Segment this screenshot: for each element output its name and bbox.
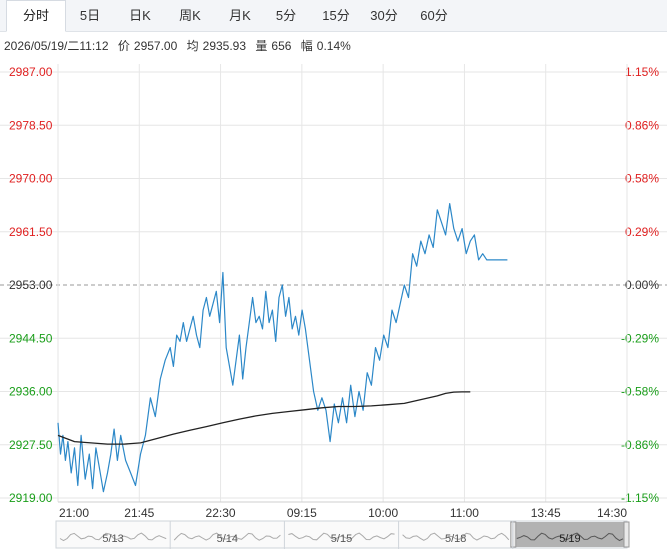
navigator-thumbnail-line bbox=[402, 532, 510, 541]
navigator-thumbnail-line bbox=[288, 532, 395, 541]
quote-datetime: 2026/05/19/二11:12 bbox=[4, 39, 109, 53]
volume-value: 656 bbox=[271, 39, 292, 53]
y-tick-label: 2961.50 bbox=[9, 225, 53, 239]
x-tick-label: 09:15 bbox=[287, 506, 317, 520]
tab-3[interactable]: 日K bbox=[129, 8, 151, 23]
pct-tick-label: -0.29% bbox=[621, 331, 659, 345]
tab-6[interactable]: 5分 bbox=[275, 8, 297, 23]
price-label: 价 bbox=[117, 39, 130, 53]
tab-8[interactable]: 30分 bbox=[370, 8, 398, 23]
y-tick-label: 2978.50 bbox=[9, 118, 53, 132]
tab-9[interactable]: 60分 bbox=[420, 8, 448, 23]
avg-line bbox=[57, 391, 471, 445]
pct-tick-label: -1.15% bbox=[621, 491, 659, 505]
y-tick-label: 2944.50 bbox=[9, 331, 53, 345]
pct-tick-label: 1.15% bbox=[625, 65, 659, 79]
x-tick-label: 22:30 bbox=[206, 506, 236, 520]
navigator-thumbnail-line bbox=[59, 532, 167, 542]
x-tick-label: 11:00 bbox=[450, 506, 479, 520]
navigator-selection[interactable] bbox=[514, 522, 625, 547]
pct-tick-label: -0.58% bbox=[621, 385, 659, 399]
tab-5[interactable]: 月K bbox=[229, 8, 251, 23]
navigator-thumbnail-line bbox=[173, 532, 281, 541]
price-value: 2957.00 bbox=[133, 39, 178, 53]
y-tick-label: 2927.50 bbox=[9, 438, 53, 452]
x-tick-label: 21:00 bbox=[59, 506, 89, 520]
x-tick-label: 21:45 bbox=[124, 506, 154, 520]
navigator-date-label: 5/19 bbox=[559, 533, 580, 545]
y-tick-label: 2919.00 bbox=[9, 491, 53, 505]
tab-4[interactable]: 周K bbox=[179, 8, 201, 23]
navigator-date-label: 5/15 bbox=[331, 533, 352, 545]
pct-tick-label: 0.29% bbox=[625, 225, 659, 239]
price-line bbox=[57, 203, 508, 493]
pct-tick-label: 0.86% bbox=[625, 118, 659, 132]
navigator-date-label: 5/14 bbox=[217, 533, 238, 545]
period-tabbar: 分时 5日 日K 周K 月K 5分 15分 30分 60分 bbox=[0, 0, 667, 32]
pct-tick-label: 0.00% bbox=[625, 278, 659, 292]
change-label: 幅 bbox=[300, 39, 313, 53]
tab-1[interactable]: 分时 bbox=[6, 0, 66, 32]
y-tick-label: 2970.00 bbox=[9, 172, 53, 186]
y-tick-label: 2936.00 bbox=[9, 385, 53, 399]
quote-info-line: 2026/05/19/二11:12 价 2957.00 均 2935.93 量 656… bbox=[4, 37, 355, 55]
volume-label: 量 bbox=[255, 39, 268, 53]
tab-2[interactable]: 5日 bbox=[79, 8, 101, 23]
navigator-date-label: 5/18 bbox=[445, 533, 466, 545]
avg-label: 均 bbox=[186, 39, 199, 53]
avg-value: 2935.93 bbox=[202, 39, 247, 53]
x-tick-label: 13:45 bbox=[531, 506, 561, 520]
tab-7[interactable]: 15分 bbox=[322, 8, 350, 23]
change-value: 0.14% bbox=[316, 39, 351, 53]
navigator-right-handle[interactable] bbox=[623, 521, 630, 548]
pct-tick-label: -0.86% bbox=[621, 438, 659, 452]
navigator-date-label: 5/13 bbox=[102, 533, 123, 545]
x-tick-label: 14:30 bbox=[597, 506, 627, 520]
y-tick-label: 2987.00 bbox=[9, 65, 53, 79]
navigator-thumbnail-line bbox=[516, 532, 624, 542]
y-tick-label: 2953.00 bbox=[9, 278, 53, 292]
pct-tick-label: 0.58% bbox=[625, 172, 659, 186]
x-tick-label: 10:00 bbox=[368, 506, 398, 520]
